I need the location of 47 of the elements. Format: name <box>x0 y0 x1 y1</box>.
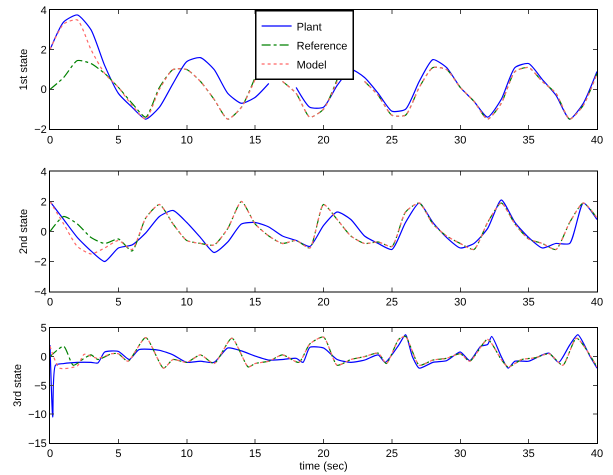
y-tick-label: −4 <box>34 286 47 298</box>
x-tick-label: 20 <box>317 134 330 146</box>
y-tick-label: −2 <box>34 256 47 268</box>
y-tick-label: 5 <box>40 322 47 335</box>
x-tick-label: 5 <box>115 296 122 309</box>
y-tick-label: 4 <box>40 166 47 178</box>
x-tick-label: 25 <box>386 134 398 146</box>
y-tick-label: −10 <box>28 409 47 422</box>
y-tick-label: 0 <box>40 84 47 96</box>
legend-label: Reference <box>296 40 348 52</box>
y-tick-label: −5 <box>34 380 47 392</box>
y-tick-label: 4 <box>40 4 47 17</box>
x-tick-label: 30 <box>454 134 466 146</box>
legend-label: Model <box>296 59 327 72</box>
x-tick-label: 15 <box>249 448 262 460</box>
y-tick-label: 0 <box>40 226 47 238</box>
line-series <box>50 334 597 418</box>
y-tick-label: 2 <box>40 44 47 57</box>
y-tick-label: −2 <box>34 124 47 136</box>
legend-label: Plant <box>296 21 322 34</box>
x-tick-label: 30 <box>454 448 466 460</box>
x-tick-label: 15 <box>249 296 262 309</box>
x-tick-label: 15 <box>249 134 262 146</box>
x-tick-label: 10 <box>180 134 193 146</box>
x-tick-label: 5 <box>115 448 122 460</box>
x-tick-label: 10 <box>180 448 193 460</box>
x-tick-label: 35 <box>522 134 535 146</box>
y-tick-label: −15 <box>28 438 47 450</box>
x-tick-label: 40 <box>590 134 604 146</box>
y-axis-title: 3rd state <box>12 364 24 407</box>
y-axis-title: 2nd state <box>18 208 30 254</box>
x-tick-label: 20 <box>317 448 330 460</box>
y-axis-title: 1st state <box>18 48 30 90</box>
y-tick-label: 0 <box>40 351 47 364</box>
x-tick-label: 30 <box>454 296 466 309</box>
y-tick-label: 2 <box>40 196 47 208</box>
x-tick-label: 40 <box>590 448 604 460</box>
x-tick-label: 25 <box>386 448 398 460</box>
line-series <box>50 336 597 369</box>
x-axis-title: time (sec) <box>299 460 348 472</box>
x-tick-label: 25 <box>386 296 398 309</box>
x-tick-label: 35 <box>522 448 535 460</box>
x-tick-label: 40 <box>590 296 604 309</box>
x-tick-label: 20 <box>317 296 330 309</box>
x-tick-label: 35 <box>522 296 535 309</box>
x-tick-label: 10 <box>180 296 193 309</box>
x-tick-label: 5 <box>115 134 122 146</box>
